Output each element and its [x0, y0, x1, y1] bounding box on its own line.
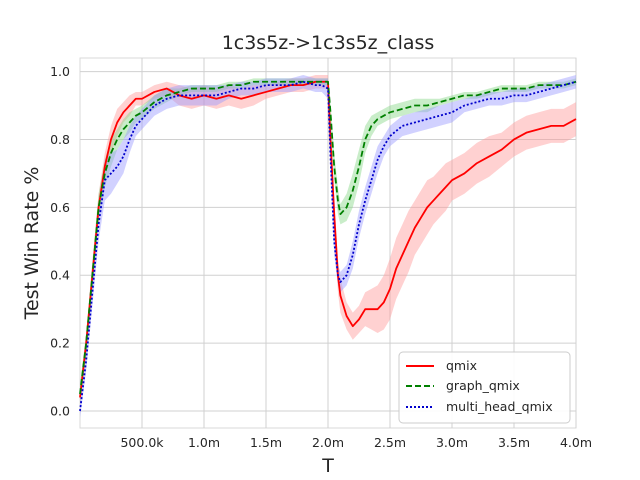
y-tick-label: 0.8	[50, 132, 70, 147]
series-band-0	[80, 74, 576, 408]
legend-label-multi-head-qmix: multi_head_qmix	[446, 399, 553, 414]
y-tick-labels: 0.0 0.2 0.4 0.6 0.8 1.0	[50, 64, 70, 418]
y-tick-label: 0.2	[50, 336, 70, 351]
x-tick-label: 3.5m	[498, 435, 530, 450]
legend-box	[398, 351, 571, 424]
y-tick-label: 0.4	[50, 268, 70, 283]
x-tick-label: 1.5m	[250, 435, 282, 450]
x-tick-label: 500.0k	[120, 435, 164, 450]
series-line-1	[79, 80, 577, 395]
x-tick-label: 2.0m	[312, 435, 344, 450]
x-tick-label: 1.0m	[188, 435, 220, 450]
series-lines	[79, 80, 577, 412]
series-line-2	[79, 80, 577, 412]
x-tick-labels: 500.0k 1.0m 1.5m 2.0m 2.5m 3.0m 3.5m 4.0m	[120, 435, 592, 450]
legend-label-graph-qmix: graph_qmix	[446, 378, 520, 393]
y-tick-label: 0.0	[50, 404, 70, 419]
confidence-bands	[80, 74, 576, 418]
chart-title: 1c3s5z->1c3s5z_class	[222, 32, 435, 54]
x-tick-label: 4.0m	[560, 435, 592, 450]
legend: qmix graph_qmix multi_head_qmix	[398, 351, 571, 424]
legend-label-qmix: qmix	[446, 358, 477, 373]
y-tick-label: 1.0	[50, 64, 70, 79]
x-tick-label: 3.0m	[436, 435, 468, 450]
x-axis-label: T	[321, 455, 334, 477]
y-axis-label: Test Win Rate %	[21, 167, 43, 321]
y-tick-label: 0.6	[50, 200, 70, 215]
x-tick-label: 2.5m	[374, 435, 406, 450]
